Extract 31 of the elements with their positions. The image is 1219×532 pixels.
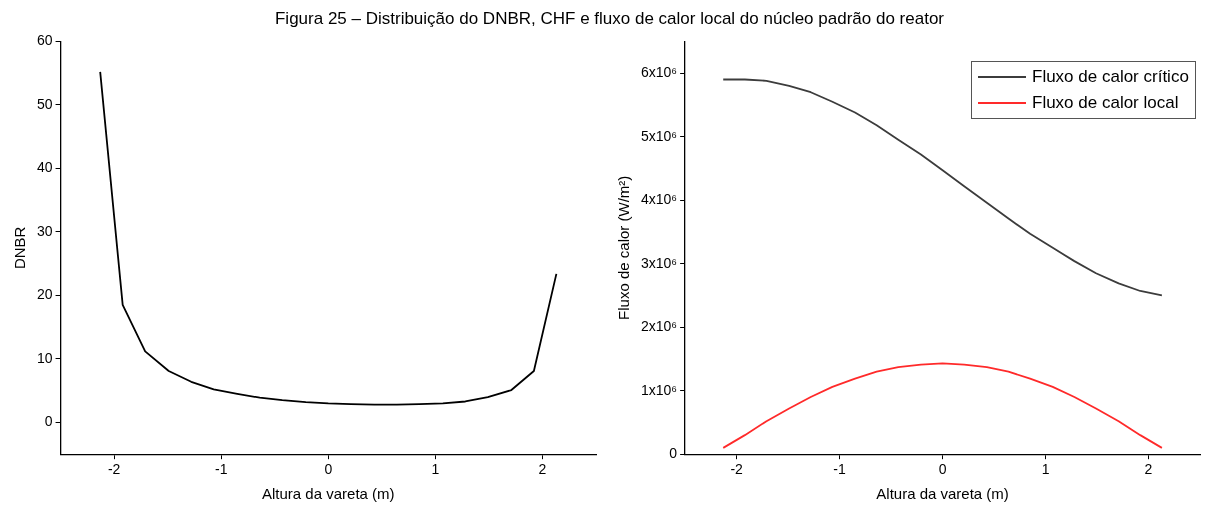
x-tick-label: 2 (1144, 461, 1153, 478)
x-tick-label: -2 (107, 461, 121, 478)
y-tick-label: 4x10⁶ (641, 191, 678, 208)
legend-label: Fluxo de calor local (1032, 92, 1179, 115)
y-tick-label: 3x10⁶ (641, 254, 678, 271)
y-tick-label: 30 (36, 222, 53, 239)
y-axis-title: DNBR (11, 226, 29, 270)
y-tick-label: 20 (36, 286, 53, 303)
y-tick-label: 5x10⁶ (641, 127, 678, 144)
y-tick-label: 1x10⁶ (641, 381, 678, 398)
x-tick-label: 0 (938, 461, 947, 478)
y-tick-label: 2x10⁶ (641, 318, 678, 335)
y-axis-title: Fluxo de calor (W/m²) (615, 175, 633, 320)
x-tick-label: -1 (833, 461, 847, 478)
x-tick-label: -2 (730, 461, 744, 478)
x-axis-title: Altura da vareta (m) (876, 485, 1009, 503)
y-tick-label: 40 (36, 159, 53, 176)
x-tick-label: 1 (431, 461, 440, 478)
y-tick-label: 60 (36, 32, 53, 49)
y-tick-label: 10 (36, 349, 53, 366)
y-tick-label: 50 (36, 95, 53, 112)
y-tick-label: 0 (44, 413, 53, 430)
y-tick-label: 6x10⁶ (641, 64, 678, 81)
x-tick-label: 2 (538, 461, 547, 478)
chart-title: Figura 25 – Distribuição do DNBR, CHF e fluxo de calor local do núcleo padrão do reator (274, 8, 945, 30)
legend-label: Fluxo de calor crítico (1032, 66, 1189, 89)
x-tick-label: -1 (214, 461, 228, 478)
x-tick-label: 0 (324, 461, 333, 478)
y-tick-label: 0 (669, 445, 678, 462)
x-tick-label: 1 (1041, 461, 1050, 478)
x-axis-title: Altura da vareta (m) (262, 485, 395, 503)
